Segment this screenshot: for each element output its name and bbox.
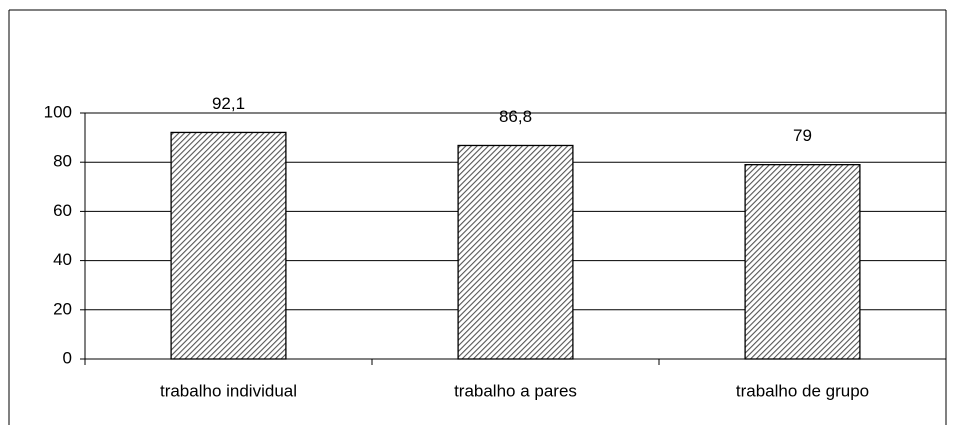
data-label: 92,1 [212,94,245,113]
x-tick-label: trabalho a pares [454,381,577,400]
data-label: 79 [793,126,812,145]
x-tick-label: trabalho de grupo [736,381,869,400]
data-label: 86,8 [499,107,532,126]
y-tick-label: 80 [53,152,72,171]
bar [744,164,861,360]
bar [457,144,574,360]
x-tick-label: trabalho individual [160,381,297,400]
y-tick-label: 60 [53,201,72,220]
y-tick-label: 40 [53,250,72,269]
y-tick-label: 20 [53,299,72,318]
y-tick-label: 100 [44,102,72,121]
bar [170,131,287,360]
y-tick-label: 0 [63,348,72,367]
